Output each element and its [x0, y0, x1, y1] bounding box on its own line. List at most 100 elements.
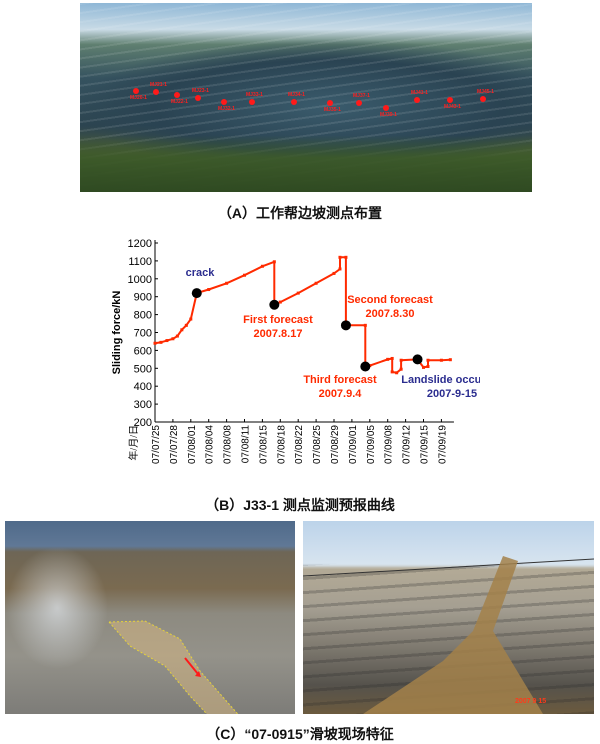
landslide-overview-photo [5, 521, 295, 714]
data-point [426, 365, 430, 369]
data-point [390, 356, 394, 360]
x-tick-label: 07/08/15 [258, 425, 269, 464]
y-tick-label: 400 [134, 381, 152, 393]
survey-point-marker [153, 89, 159, 95]
y-tick-label: 700 [134, 328, 152, 340]
data-point [344, 255, 348, 259]
x-tick-label: 07/08/01 [187, 425, 198, 464]
x-axis-label: 年/月/日 [127, 425, 140, 461]
survey-point-marker [480, 96, 486, 102]
landslide-outline [107, 620, 239, 714]
chart-annotation: Third forecast [303, 374, 377, 386]
chart-annotation: First forecast [243, 314, 313, 326]
x-tick-label: 07/08/29 [330, 425, 341, 464]
data-point [272, 260, 276, 264]
x-tick-label: 07/09/05 [366, 425, 377, 464]
event-marker [412, 354, 423, 365]
y-tick-label: 900 [134, 292, 152, 304]
chart-annotation: 2007.8.17 [254, 328, 303, 340]
x-tick-label: 07/09/15 [420, 425, 431, 464]
sliding-force-chart: 200 300 400 500 600 700 800 900 1000 1100 1200 07/0… [111, 238, 480, 464]
data-point [243, 273, 246, 277]
data-point [399, 367, 403, 371]
sliding-direction-arrow [184, 657, 199, 675]
chart-annotation: 2007.8.30 [366, 308, 415, 320]
survey-point-label: MJ41-1 [411, 90, 428, 96]
event-marker [269, 299, 280, 310]
data-point [332, 271, 336, 275]
x-tick-label: 07/08/11 [241, 425, 252, 464]
power-line [303, 558, 594, 577]
event-marker [340, 320, 351, 331]
event-marker [360, 361, 371, 372]
survey-point-marker [327, 100, 333, 106]
survey-point-marker [221, 99, 227, 105]
data-point [390, 370, 394, 374]
data-point [422, 365, 425, 369]
chart-annotation: crack [186, 267, 216, 279]
data-point [448, 358, 452, 362]
y-tick-label: 1100 [128, 256, 152, 268]
data-point [399, 358, 403, 362]
data-point [165, 339, 169, 343]
y-tick-label: 800 [134, 310, 152, 322]
data-point [395, 371, 399, 375]
y-tick-label: 500 [134, 363, 152, 375]
landslide-closeup-photo: 2007 9 15 [303, 521, 594, 714]
survey-point-label: MJ35-1 [324, 107, 341, 113]
data-point [386, 357, 390, 361]
mine-slope-photo: MJ20-1 MJ21-1 MJ22-1 MJ23-1 MJ32-1 MJ33-1 MJ34… [80, 3, 532, 192]
survey-point-label: MJ22-1 [171, 99, 188, 105]
data-point [363, 323, 367, 327]
survey-point-label: MJ33-1 [246, 92, 263, 98]
data-point [338, 267, 342, 271]
survey-point-label: MJ32-1 [218, 106, 235, 112]
caption-b: （B）J33-1 测点监测预报曲线 [205, 497, 395, 513]
data-point [296, 291, 300, 295]
y-tick-label: 1200 [128, 238, 152, 250]
survey-point-marker [195, 95, 201, 101]
x-tick-label: 07/08/08 [223, 425, 234, 464]
x-tick-label: 07/07/28 [169, 425, 180, 464]
survey-point-marker [291, 99, 297, 105]
data-point [184, 323, 188, 327]
x-tick-label: 07/09/19 [437, 425, 448, 464]
data-point [189, 317, 193, 321]
survey-point-label: MJ21-1 [150, 82, 167, 88]
x-tick-label: 07/08/22 [294, 425, 305, 464]
y-tick-label: 600 [134, 345, 152, 357]
data-point [260, 264, 264, 268]
data-point [171, 337, 175, 341]
survey-point-marker [133, 88, 139, 94]
survey-point-marker [174, 92, 180, 98]
survey-point-marker [414, 97, 420, 103]
x-tick-label: 07/07/25 [151, 425, 162, 464]
data-point [439, 358, 443, 362]
x-tick-label: 07/09/08 [384, 425, 395, 464]
y-tick-label: 300 [134, 399, 152, 411]
chart-annotation: Landslide occurred [401, 374, 480, 386]
survey-point-label: MJ23-1 [192, 88, 209, 94]
data-point [426, 358, 430, 362]
survey-point-label: MJ39-1 [380, 112, 397, 118]
data-point [153, 341, 157, 345]
y-tick-label: 1000 [128, 274, 152, 286]
data-point [175, 334, 179, 338]
survey-point-label: MJ34-1 [288, 92, 305, 98]
x-tick-label: 07/08/18 [276, 425, 287, 464]
chart-annotation: 2007-9-15 [427, 388, 477, 400]
survey-point-label: MJ20-1 [130, 95, 147, 101]
data-point [278, 300, 282, 304]
x-tick-label: 07/08/04 [205, 425, 216, 464]
y-axis-label: Sliding force/kN [111, 291, 123, 375]
data-point [207, 288, 211, 292]
event-marker [191, 288, 202, 299]
chart-annotation: Second forecast [347, 294, 433, 306]
data-point [180, 328, 184, 332]
data-point [314, 281, 318, 285]
x-tick-label: 07/09/12 [402, 425, 413, 464]
data-point [159, 340, 163, 344]
data-point [225, 281, 229, 285]
caption-c: （C）“07-0915”滑坡现场特征 [206, 726, 394, 742]
survey-point-marker [447, 97, 453, 103]
